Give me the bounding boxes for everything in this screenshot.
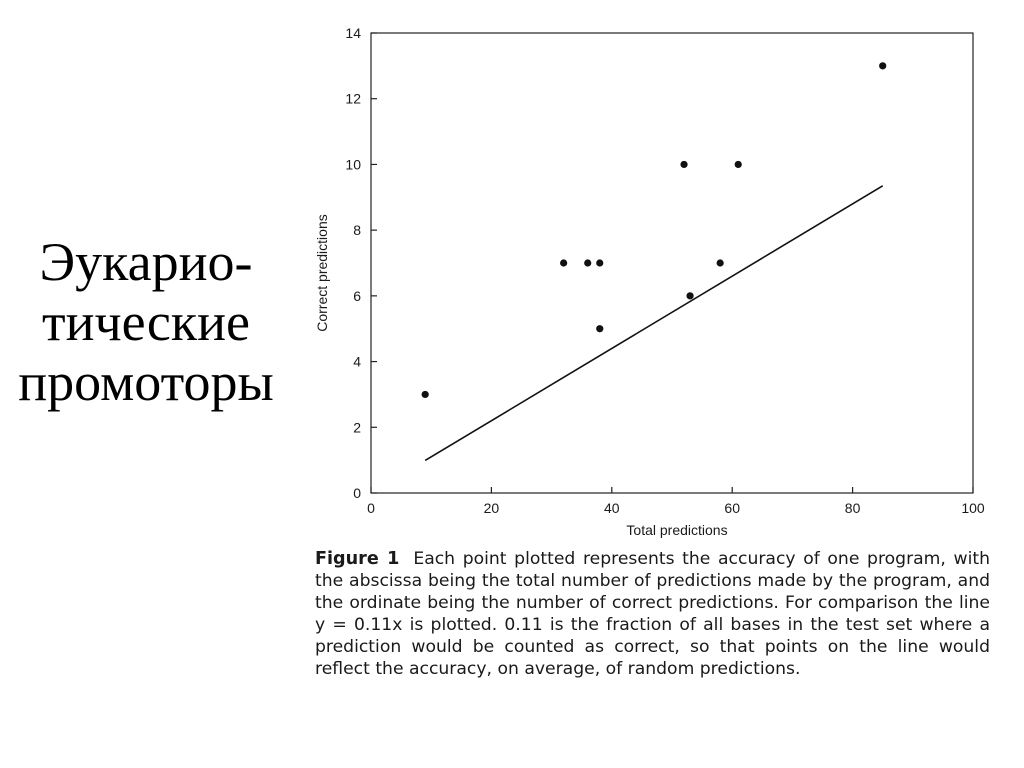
reference-line	[424, 185, 884, 462]
figure-caption-text: Each point plotted represents the accura…	[315, 549, 990, 679]
x-tick-label: 20	[484, 500, 500, 516]
scatter-chart: 0 20 40 60 80 100 0 2 4 6 8 10 12 14 Total predictions…	[314, 25, 985, 538]
slide-title-line: Эукарио-	[39, 232, 253, 292]
data-point	[716, 259, 724, 267]
y-axis-label: Correct predictions	[314, 214, 330, 332]
plot-frame	[370, 32, 974, 494]
data-point	[686, 292, 694, 300]
y-tick-label: 0	[353, 485, 361, 501]
data-point	[734, 160, 742, 169]
data-point	[879, 62, 887, 70]
figure-caption: Figure 1 Each point plotted represents th…	[315, 548, 990, 680]
figure-panel: 0 20 40 60 80 100 0 2 4 6 8 10 12 14 Total predictions…	[282, 0, 1024, 768]
data-point	[596, 259, 604, 267]
y-tick-label: 10	[345, 156, 361, 172]
x-tick-label: 60	[724, 500, 740, 516]
x-axis-label: Total predictions	[626, 522, 727, 538]
y-tick-label: 4	[353, 354, 361, 370]
data-point	[560, 259, 568, 267]
slide-title-line: тические	[41, 292, 251, 352]
slide-title-line: промоторы	[18, 352, 274, 412]
data-point	[584, 259, 592, 267]
x-tick-label: 0	[367, 500, 375, 516]
data-point	[680, 160, 688, 169]
y-tick-label: 2	[353, 419, 361, 435]
y-tick-label: 14	[345, 25, 361, 41]
data-point	[596, 325, 604, 333]
y-tick-label: 12	[345, 91, 361, 107]
slide-title: Эукарио- тические промоторы	[10, 232, 282, 412]
x-tick-label: 40	[604, 500, 620, 516]
x-tick-label: 100	[961, 500, 985, 516]
y-tick-label: 8	[353, 222, 361, 238]
data-point	[421, 390, 429, 399]
y-tick-label: 6	[353, 288, 361, 304]
x-tick-label: 80	[845, 500, 861, 516]
figure-caption-label: Figure 1	[315, 549, 400, 569]
